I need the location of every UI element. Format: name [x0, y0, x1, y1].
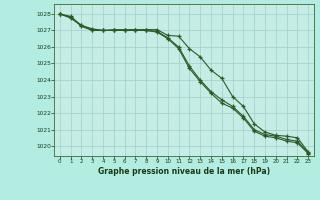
X-axis label: Graphe pression niveau de la mer (hPa): Graphe pression niveau de la mer (hPa) — [98, 167, 270, 176]
